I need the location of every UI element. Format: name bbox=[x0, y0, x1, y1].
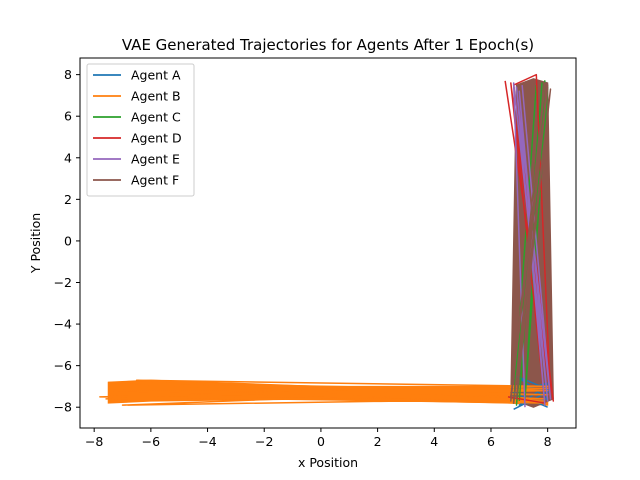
series-line-agent-b bbox=[99, 379, 552, 406]
x-tick-label: 0 bbox=[317, 434, 325, 449]
y-tick-label: 8 bbox=[64, 67, 72, 82]
legend-entry: Agent C bbox=[131, 110, 181, 125]
y-tick-label: −6 bbox=[54, 358, 72, 373]
y-tick-label: −2 bbox=[54, 275, 72, 290]
x-tick-label: 4 bbox=[430, 434, 438, 449]
chart-title: VAE Generated Trajectories for Agents Af… bbox=[122, 36, 534, 54]
plot-frame bbox=[79, 57, 577, 429]
y-tick-label: −8 bbox=[54, 400, 72, 415]
x-tick-label: 8 bbox=[544, 434, 552, 449]
x-tick-label: 6 bbox=[487, 434, 495, 449]
y-axis-label: Y Position bbox=[28, 213, 43, 274]
x-tick-label: −8 bbox=[85, 434, 103, 449]
legend-entry: Agent F bbox=[131, 173, 179, 188]
x-tick-label: 2 bbox=[374, 434, 382, 449]
x-axis: −8 −6 −4 −2 0 2 4 6 8 bbox=[85, 428, 552, 449]
x-tick-label: −2 bbox=[255, 434, 273, 449]
legend: Agent A Agent B Agent C Agent D Agent E Agent… bbox=[86, 63, 195, 197]
y-tick-label: 6 bbox=[64, 109, 72, 124]
y-tick-label: 2 bbox=[64, 192, 72, 207]
legend-entry: Agent A bbox=[131, 68, 181, 83]
legend-box bbox=[86, 63, 195, 197]
legend-entry: Agent D bbox=[131, 131, 182, 146]
legend-entry: Agent B bbox=[131, 89, 181, 104]
y-axis: −8 −6 −4 −2 0 2 4 6 8 bbox=[54, 67, 80, 415]
series-lines bbox=[99, 73, 555, 410]
y-tick-label: 4 bbox=[64, 150, 72, 165]
x-axis-label: x Position bbox=[298, 455, 358, 470]
x-tick-label: −6 bbox=[142, 434, 160, 449]
y-tick-label: −4 bbox=[54, 317, 72, 332]
x-tick-label: −4 bbox=[198, 434, 216, 449]
series-line-agent-f bbox=[510, 82, 552, 404]
y-tick-label: 0 bbox=[64, 233, 72, 248]
legend-entry: Agent E bbox=[131, 152, 180, 167]
